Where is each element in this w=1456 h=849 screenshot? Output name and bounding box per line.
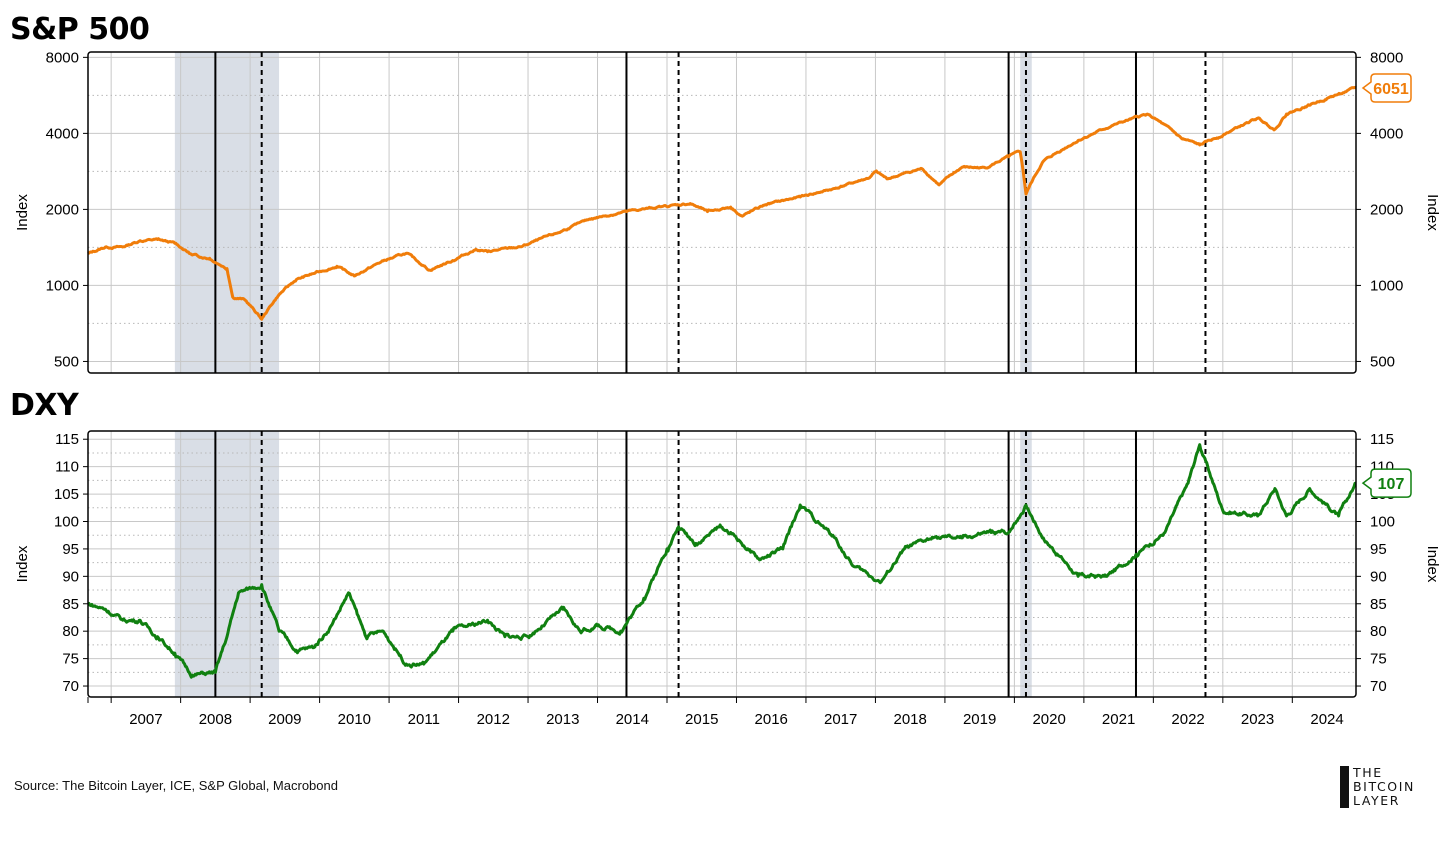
x-tick-label: 2008 <box>199 711 232 728</box>
bitcoin-layer-logo: THE BITCOIN LAYER <box>1340 766 1444 808</box>
dxy-last-value-callout <box>1361 468 1412 498</box>
sp500-y-tick-label-left: 1000 <box>46 277 79 294</box>
sp500-plot-frame <box>87 51 1357 374</box>
dxy-plot-frame <box>87 430 1357 698</box>
sp500-last-value-label: 6051 <box>1373 81 1409 98</box>
dxy-x-gridlines <box>110 431 1293 697</box>
x-tick-label: 2017 <box>824 711 857 728</box>
sp500-y-axis-title-right: Index <box>1424 194 1441 231</box>
dxy-y-tick-label-left: 95 <box>62 541 79 558</box>
logo-line: BITCOIN <box>1353 779 1415 794</box>
sp500-x-gridlines <box>110 52 1293 373</box>
x-tick-label: 2016 <box>755 711 788 728</box>
dxy-y-tick-label-right: 70 <box>1370 678 1387 695</box>
dxy-y-tick-label-left: 70 <box>62 678 79 695</box>
dxy-shaded-period <box>1020 431 1032 697</box>
x-tick-label: 2020 <box>1032 711 1065 728</box>
x-tick-label: 2022 <box>1171 711 1204 728</box>
sp500-y-tick-label-right: 4000 <box>1370 125 1403 142</box>
x-tick-label: 2007 <box>129 711 162 728</box>
dxy-y-tick-label-right: 100 <box>1370 513 1395 530</box>
shared-x-axis: 2007 2008 2009 2010 2011 2012 2013 2014 2015 2016… <box>87 697 1344 728</box>
dxy-y-tick-label-right: 115 <box>1370 431 1394 448</box>
sp500-y-tick-label-right: 8000 <box>1370 49 1403 66</box>
dxy-y-tick-label-left: 105 <box>54 486 79 503</box>
sp500-y-tick-label-right: 500 <box>1370 353 1395 370</box>
sp500-y-axis-title-left: Index <box>14 194 31 231</box>
dxy-last-value-label: 107 <box>1378 476 1405 493</box>
dxy-y-axis-title-left: Index <box>14 545 31 582</box>
x-tick-label: 2021 <box>1102 711 1135 728</box>
sp500-y-tick-label-right: 2000 <box>1370 201 1403 218</box>
x-tick-label: 2013 <box>546 711 579 728</box>
logo-line: THE <box>1353 765 1383 780</box>
logo-bar-icon <box>1340 766 1349 808</box>
dxy-y-axis-title-right: Index <box>1424 546 1441 583</box>
sp500-chart: 500 500 1000 1000 2000 2000 4000 4000 8000 8000 In… <box>14 49 1441 374</box>
sp500-y-tick-label-left: 2000 <box>46 201 79 218</box>
x-tick-label: 2019 <box>963 711 996 728</box>
sp500-y-tick-label-left: 4000 <box>46 125 79 142</box>
dxy-y-tick-label-right: 95 <box>1370 541 1387 558</box>
dxy-chart: 7070757580808585909095951001001051051101… <box>14 430 1441 698</box>
dxy-y-tick-label-right: 85 <box>1370 596 1387 613</box>
x-tick-label: 2015 <box>685 711 718 728</box>
dxy-chart-title: DXY <box>10 388 79 423</box>
dxy-y-tick-label-left: 110 <box>55 459 79 476</box>
sp500-series-line <box>87 85 1357 321</box>
dxy-shaded-period <box>174 431 280 697</box>
x-tick-label: 2014 <box>616 711 649 728</box>
x-tick-label: 2023 <box>1241 711 1274 728</box>
x-tick-label: 2011 <box>408 711 440 728</box>
sp500-shaded-period <box>1020 52 1032 373</box>
dxy-series-line <box>87 443 1357 679</box>
dxy-y-tick-label-left: 100 <box>54 513 79 530</box>
dxy-y-tick-label-right: 90 <box>1370 568 1387 585</box>
dxy-y-tick-label-right: 75 <box>1370 651 1387 668</box>
sp500-shaded-period <box>174 52 280 373</box>
source-note: Source: The Bitcoin Layer, ICE, S&P Glob… <box>14 778 338 793</box>
x-tick-label: 2024 <box>1310 711 1343 728</box>
x-tick-label: 2018 <box>893 711 926 728</box>
dxy-y-tick-label-left: 85 <box>62 596 79 613</box>
x-tick-label: 2012 <box>477 711 510 728</box>
sp500-y-tick-label-right: 1000 <box>1370 277 1403 294</box>
sp500-y-tick-label-left: 8000 <box>46 49 79 66</box>
dxy-y-tick-label-left: 90 <box>62 568 79 585</box>
sp500-chart-title: S&P 500 <box>10 12 150 47</box>
sp500-last-value-callout <box>1361 73 1412 103</box>
sp500-y-tick-label-left: 500 <box>54 353 79 370</box>
x-tick-label: 2009 <box>268 711 301 728</box>
dxy-y-tick-label-left: 80 <box>62 623 79 640</box>
dxy-y-tick-label-left: 75 <box>62 651 79 668</box>
dxy-y-tick-label-right: 80 <box>1370 623 1387 640</box>
x-tick-label: 2010 <box>338 711 371 728</box>
logo-line: LAYER <box>1353 793 1401 808</box>
dxy-y-tick-label-left: 115 <box>55 431 79 448</box>
logo-text: THE BITCOIN LAYER <box>1353 766 1415 808</box>
